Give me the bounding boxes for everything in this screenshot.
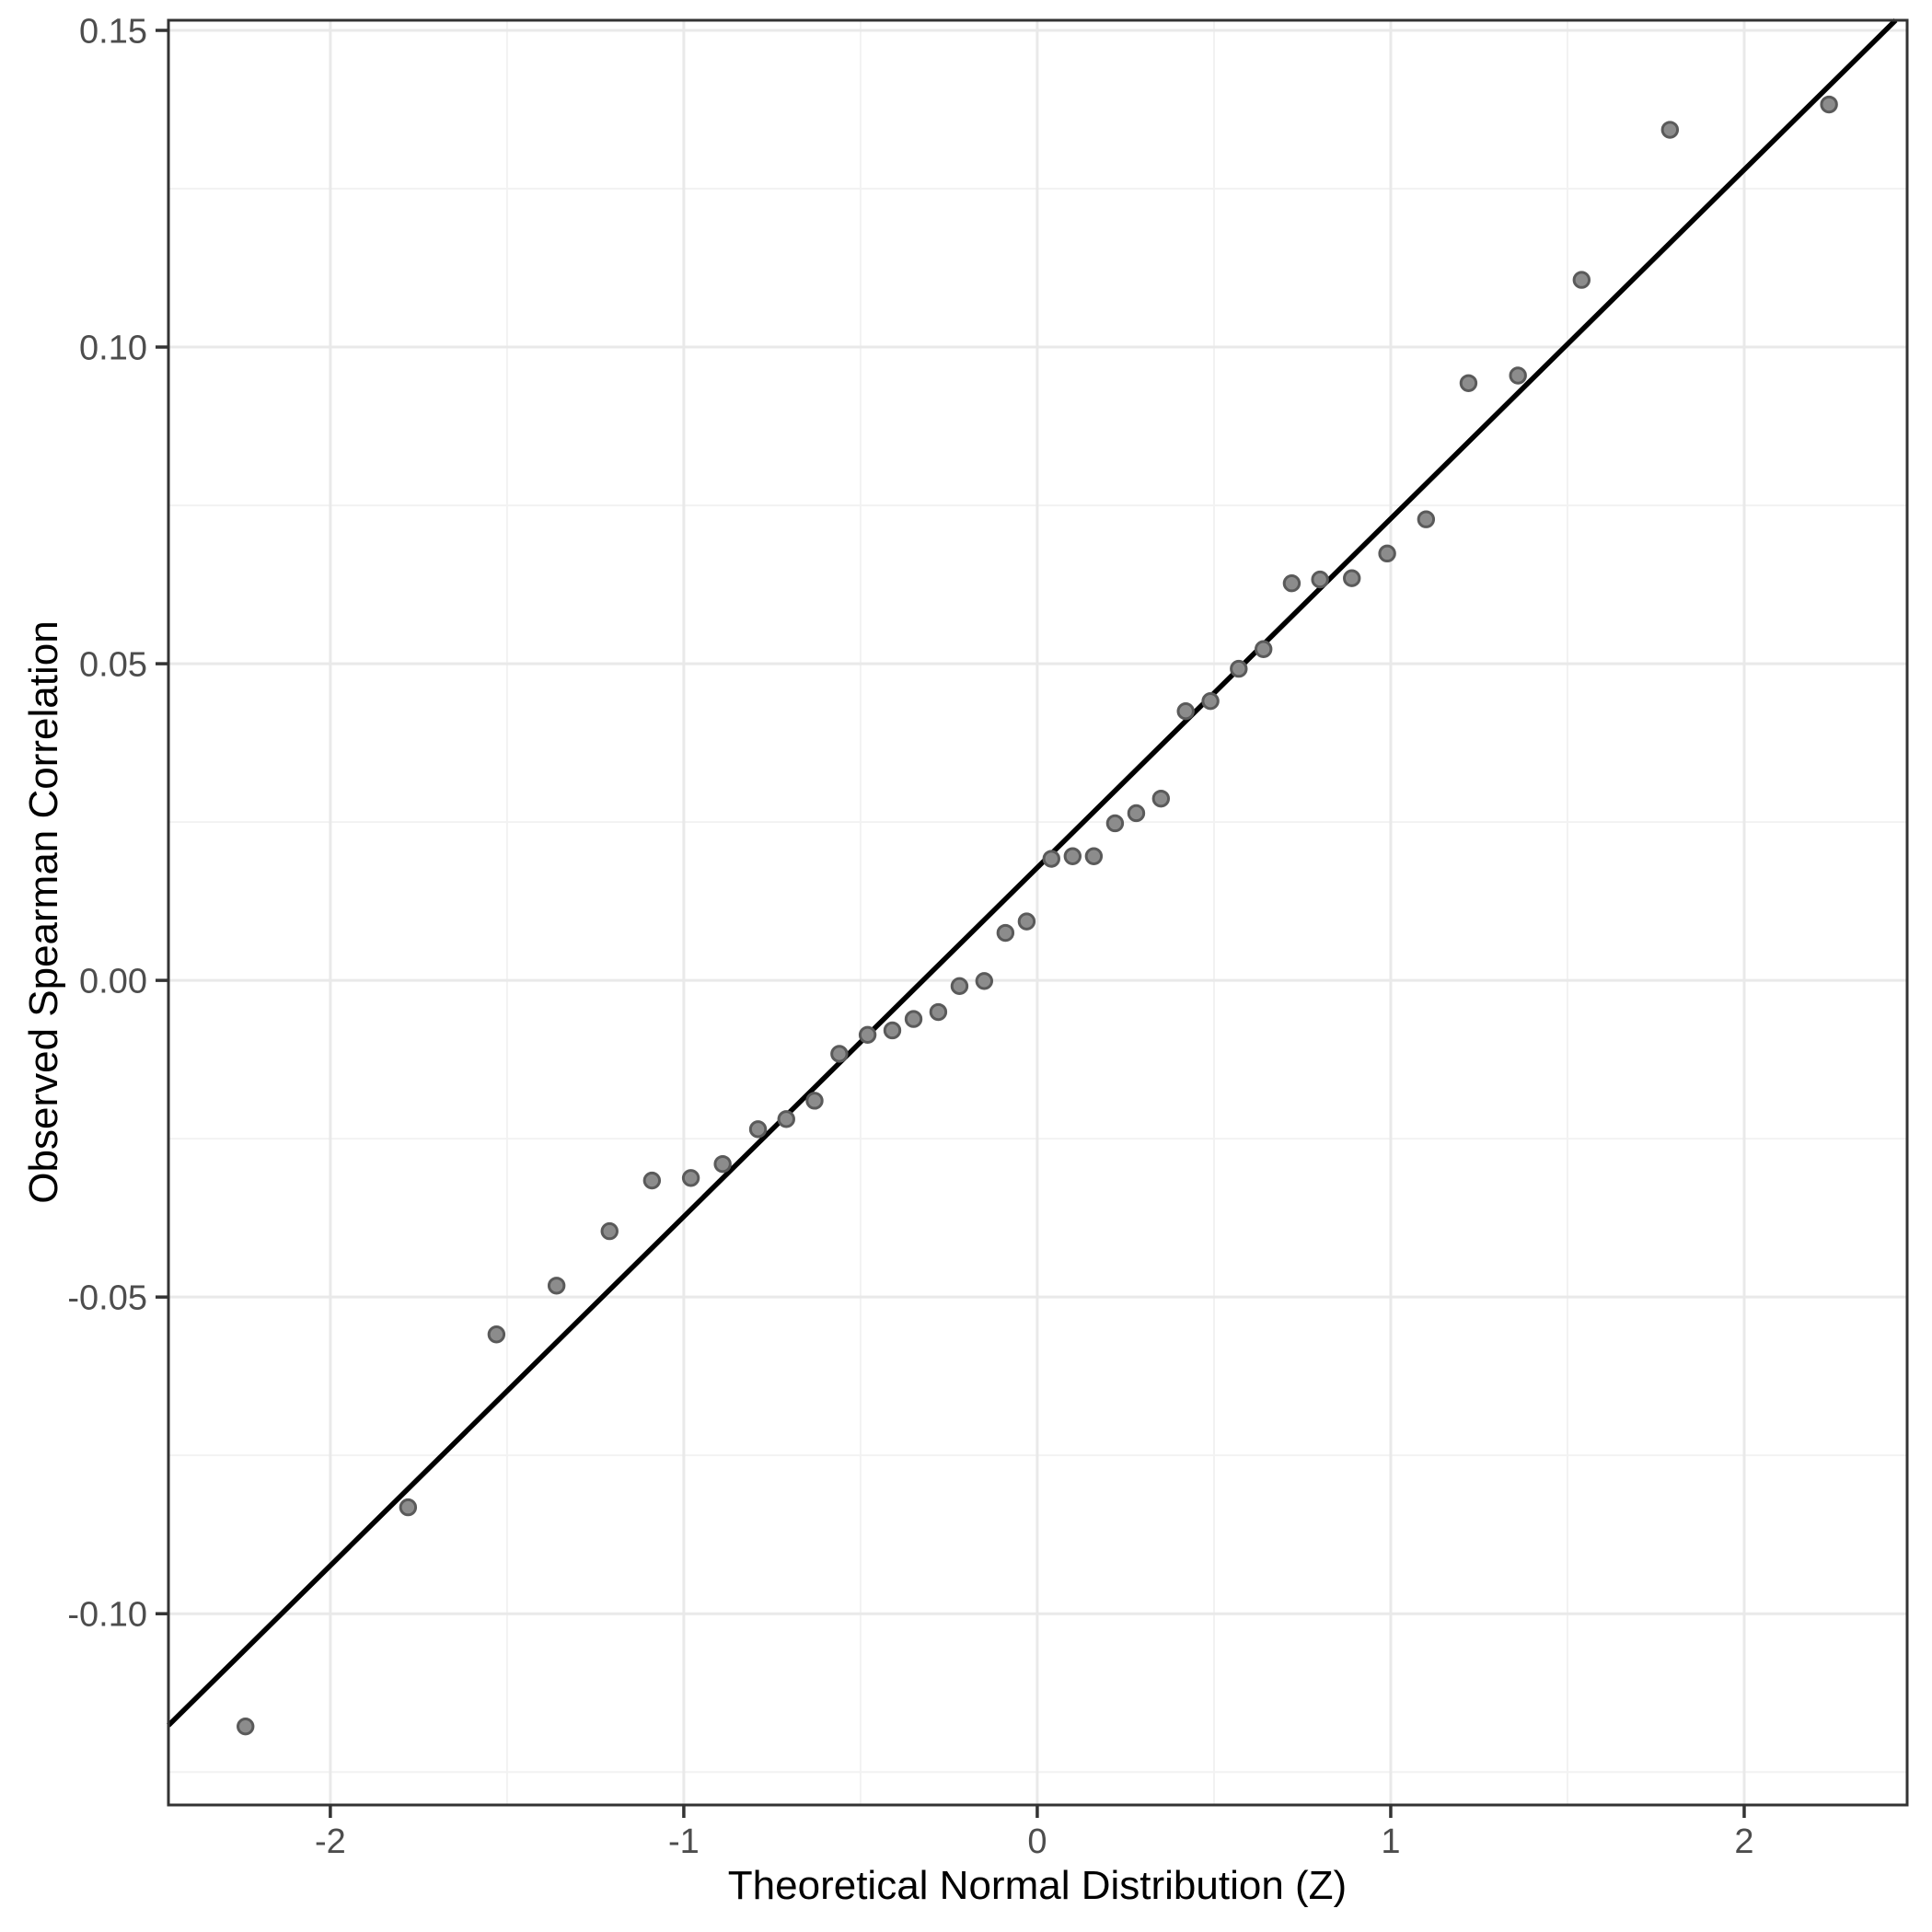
x-tick-label: 1 [1381,1822,1400,1861]
data-point [1660,121,1680,139]
data-point [642,1171,662,1190]
data-point [805,1092,824,1110]
x-tick-label: -2 [315,1822,346,1861]
data-point [1151,789,1171,808]
y-tick-label: 0.10 [79,329,147,367]
data-point [858,1025,877,1044]
data-point [681,1169,700,1187]
data-point [713,1154,732,1174]
y-tick-label: -0.10 [67,1596,147,1635]
data-point [1230,659,1248,678]
axis-tick-labels-group: -2 -1 0 1 2 0.15 0.10 0.05 0.00 -0.05 -0.10 [67,12,1753,1861]
data-point [1282,574,1301,593]
y-tick-label: 0.00 [79,962,147,1001]
grid-major-lines [168,20,1907,1805]
qq-reference-line [167,18,1898,1728]
data-point [748,1120,768,1139]
data-point [883,1021,902,1040]
data-point [1084,847,1104,865]
data-point [487,1325,506,1344]
data-point [1201,691,1220,711]
data-point [1820,95,1838,114]
data-point [1176,701,1195,721]
y-tick-label: 0.05 [79,645,147,684]
data-point [1105,814,1125,833]
data-point [1509,366,1527,385]
data-point [1063,847,1082,865]
data-point [1459,374,1478,392]
data-point [1417,510,1436,528]
data-point [1042,850,1060,868]
data-point [1254,640,1273,658]
data-point [547,1277,566,1295]
y-tick-label: 0.15 [79,12,147,51]
x-tick-label: 0 [1027,1822,1047,1861]
x-axis-title: Theoretical Normal Distribution (Z) [728,1863,1347,1908]
y-tick-label: -0.05 [67,1278,147,1317]
data-point [237,1717,255,1736]
reference-line-group [167,18,1898,1728]
data-point [830,1045,849,1063]
y-axis-title: Observed Spearman Correlation [21,620,66,1203]
data-point [1343,569,1361,587]
data-point [600,1221,619,1241]
data-point [1017,912,1036,931]
scatter-points-group [237,95,1838,1736]
data-point [1378,544,1396,563]
x-tick-label: -1 [668,1822,700,1861]
data-point [975,972,994,990]
data-point [1311,570,1329,589]
data-point [1572,271,1591,289]
data-point [904,1010,923,1028]
data-point [399,1498,418,1517]
axis-ticks-group [156,29,1746,1818]
data-point [950,977,969,996]
data-point [1127,804,1146,823]
data-point [777,1110,795,1128]
data-point [929,1002,948,1022]
x-tick-label: 2 [1734,1822,1753,1861]
data-point [996,923,1015,943]
